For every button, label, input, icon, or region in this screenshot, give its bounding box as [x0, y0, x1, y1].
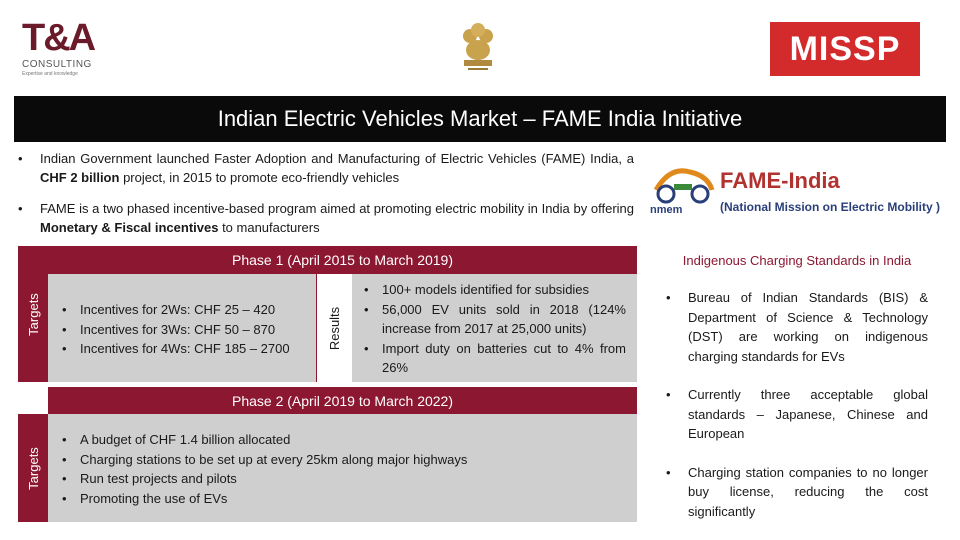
- nmem-logo-text: nmem: [650, 204, 683, 216]
- phase1-targets-tab: Targets: [18, 246, 48, 382]
- fame-logo-title: FAME-India: [720, 168, 840, 193]
- list-item: Import duty on batteries cut to 4% from …: [360, 339, 626, 378]
- phase1-results-label: Results: [327, 306, 343, 350]
- phase2-panel: A budget of CHF 1.4 billion allocated Ch…: [48, 414, 637, 522]
- list-item: 100+ models identified for subsidies: [360, 280, 626, 300]
- phase2-title: Phase 2 (April 2019 to March 2022): [231, 393, 453, 409]
- intro-text-2: FAME is a two phased incentive-based pro…: [40, 201, 634, 235]
- bullet-dot: •: [18, 151, 23, 166]
- page-title: Indian Electric Vehicles Market – FAME I…: [217, 106, 743, 131]
- list-item: Charging stations to be set up at every …: [58, 450, 618, 470]
- phase1-targets-label: Targets: [25, 292, 41, 336]
- list-item: Incentives for 3Ws: CHF 50 – 870: [58, 320, 320, 340]
- ta-logo-tagline: Expertise and knowledge: [22, 71, 78, 77]
- ta-consulting-logo: T&A CONSULTING Expertise and knowledge: [22, 18, 112, 78]
- title-bar: Indian Electric Vehicles Market – FAME I…: [14, 96, 946, 142]
- phase1-results-list: 100+ models identified for subsidies 56,…: [360, 280, 626, 378]
- list-item: Charging station companies to no longer …: [652, 463, 942, 522]
- list-item: Bureau of Indian Standards (BIS) & Depar…: [652, 288, 942, 366]
- national-emblem-icon: [450, 14, 506, 74]
- list-item: Incentives for 2Ws: CHF 25 – 420: [58, 300, 320, 320]
- phase2-header: Phase 2 (April 2019 to March 2022): [48, 387, 637, 415]
- list-item: Incentives for 4Ws: CHF 185 – 2700: [58, 339, 320, 359]
- ta-logo-mark: T&A: [22, 17, 96, 59]
- ta-logo-sub: CONSULTING: [22, 59, 92, 70]
- intro-text-1: Indian Government launched Faster Adopti…: [40, 151, 634, 185]
- charging-standards-list: Bureau of Indian Standards (BIS) & Depar…: [652, 288, 942, 521]
- missp-logo: MISSP: [770, 22, 920, 76]
- phase2-targets-label: Targets: [25, 446, 41, 490]
- fame-logo-subtitle: (National Mission on Electric Mobility ): [720, 200, 941, 214]
- charging-standards-section: Indigenous Charging Standards in India B…: [652, 246, 942, 540]
- list-item: A budget of CHF 1.4 billion allocated: [58, 430, 618, 450]
- charging-standards-title: Indigenous Charging Standards in India: [682, 252, 912, 268]
- missp-logo-text: MISSP: [789, 29, 901, 68]
- list-item: Promoting the use of EVs: [58, 489, 618, 509]
- list-item: Run test projects and pilots: [58, 469, 618, 489]
- phase1-results-tab: Results: [316, 274, 352, 382]
- phase2-targets-tab: Targets: [18, 414, 48, 522]
- intro-bullet-2: • FAME is a two phased incentive-based p…: [18, 199, 634, 237]
- phase2-targets-list: A budget of CHF 1.4 billion allocated Ch…: [58, 430, 618, 508]
- phase1-header: Phase 1 (April 2015 to March 2019): [48, 246, 637, 274]
- list-item: 56,000 EV units sold in 2018 (124% incre…: [360, 300, 626, 339]
- bullet-dot: •: [18, 201, 23, 216]
- list-item: Currently three acceptable global standa…: [652, 385, 942, 444]
- electric-bike-icon: [653, 168, 715, 204]
- fame-india-logo: nmem FAME-India (National Mission on Ele…: [646, 160, 946, 224]
- phase1-title: Phase 1 (April 2015 to March 2019): [231, 252, 453, 268]
- intro-bullet-1: • Indian Government launched Faster Adop…: [18, 149, 634, 187]
- phase1-targets-list: Incentives for 2Ws: CHF 25 – 420 Incenti…: [58, 300, 320, 359]
